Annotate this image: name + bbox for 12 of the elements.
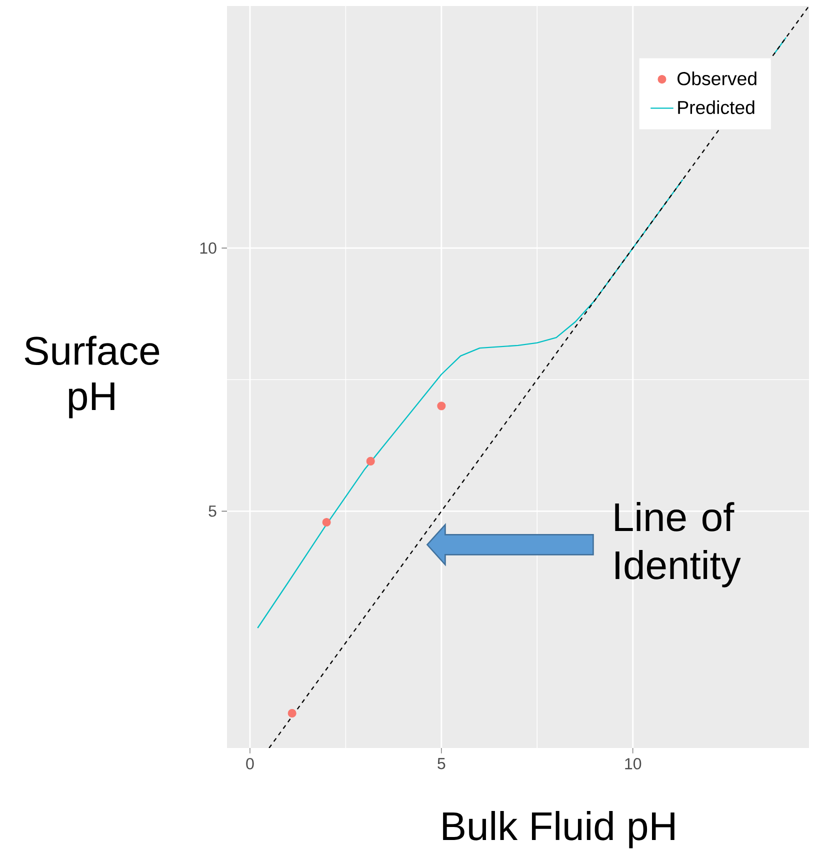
legend-label: Observed	[678, 72, 757, 86]
point	[288, 708, 297, 718]
point	[366, 456, 376, 466]
legend-label: Predicted	[678, 100, 754, 114]
x-tick-label: 0	[246, 758, 254, 770]
x-tick-label: 10	[625, 758, 642, 770]
point	[437, 402, 446, 410]
annotation: Line of Identity	[615, 502, 741, 588]
point	[322, 518, 331, 527]
x-axis-title: Bulk Fluid pH	[443, 810, 675, 848]
y-axis-title: Surface pH	[25, 336, 160, 418]
x-tick-label: 5	[438, 758, 446, 770]
